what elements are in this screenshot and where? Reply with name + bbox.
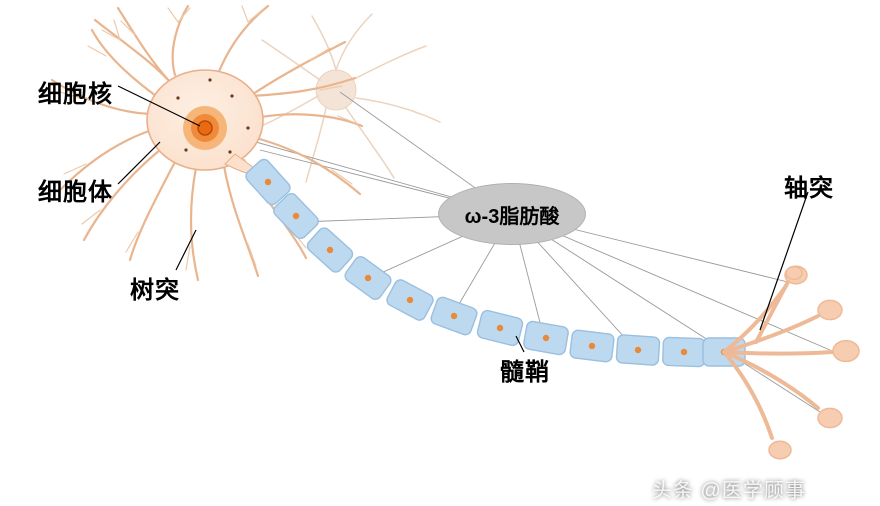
neuron-svg xyxy=(0,0,880,506)
label-dendrite: 树突 xyxy=(130,270,180,305)
diagram-canvas: 细胞核 细胞体 树突 轴突 髓鞘 ω-3脂肪酸 头条 @医学顾事 xyxy=(0,0,880,506)
omega3-label: ω-3脂肪酸 xyxy=(438,183,586,245)
label-nucleus: 细胞核 xyxy=(38,74,113,109)
label-cell-body: 细胞体 xyxy=(38,172,113,207)
background-neuron xyxy=(252,14,440,182)
axon-terminals xyxy=(724,266,859,459)
soma xyxy=(147,70,267,178)
source-watermark: 头条 @医学顾事 xyxy=(652,474,806,503)
label-myelin: 髓鞘 xyxy=(500,352,550,387)
label-axon: 轴突 xyxy=(784,168,834,203)
